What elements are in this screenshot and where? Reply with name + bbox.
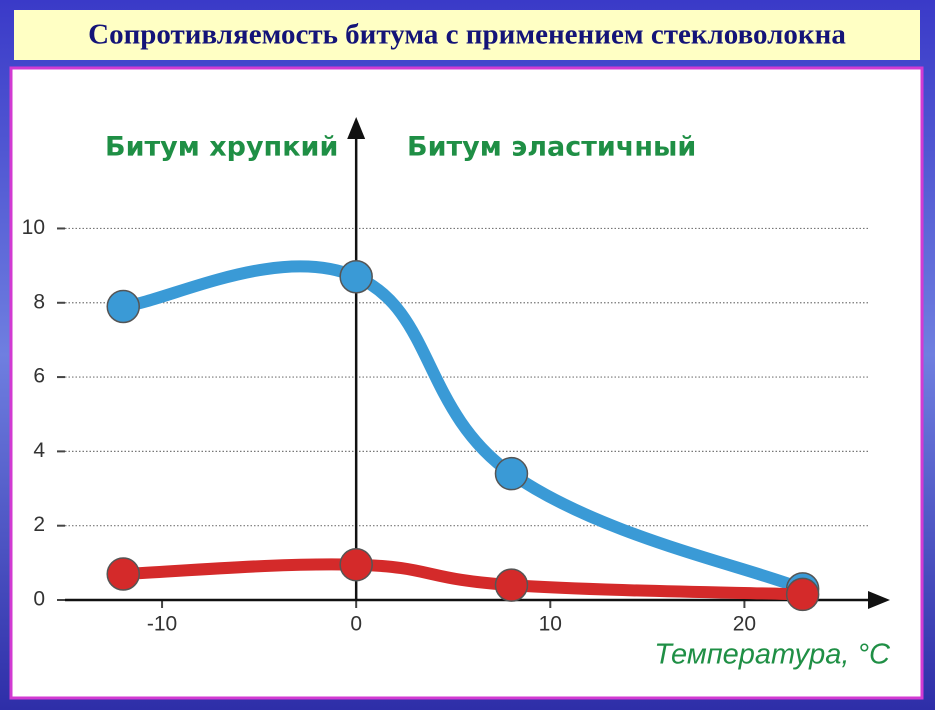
- data-point: [494, 568, 529, 602]
- x-tick-label: 10: [539, 613, 562, 636]
- data-point: [339, 260, 373, 294]
- y-tick-label: 0: [33, 588, 45, 611]
- y-axis-arrow: [347, 117, 366, 139]
- data-point: [494, 456, 529, 491]
- x-axis-label: Температура, °C: [654, 639, 891, 671]
- x-tick-label: 20: [733, 613, 756, 636]
- series-line: [117, 260, 809, 595]
- y-tick-label: 4: [33, 439, 45, 462]
- data-point: [339, 547, 373, 582]
- data-point: [106, 557, 140, 591]
- title-bar: [14, 10, 920, 60]
- y-tick-label: 2: [33, 513, 45, 536]
- x-tick-label: 0: [350, 613, 362, 636]
- data-point: [785, 577, 820, 612]
- chart-panel: [9, 66, 924, 700]
- y-tick-label: 6: [33, 365, 45, 388]
- y-tick-label: 10: [22, 216, 45, 239]
- data-point: [106, 289, 140, 324]
- y-tick-label: 8: [33, 290, 45, 313]
- x-tick-label: -10: [147, 613, 177, 636]
- annotation: Битум хрупкий: [105, 132, 338, 163]
- annotation: Битум эластичный: [407, 132, 696, 163]
- x-axis-arrow: [868, 591, 890, 609]
- series-line: [117, 558, 809, 601]
- chart-title: Сопротивляемость битума с применением ст…: [88, 19, 846, 51]
